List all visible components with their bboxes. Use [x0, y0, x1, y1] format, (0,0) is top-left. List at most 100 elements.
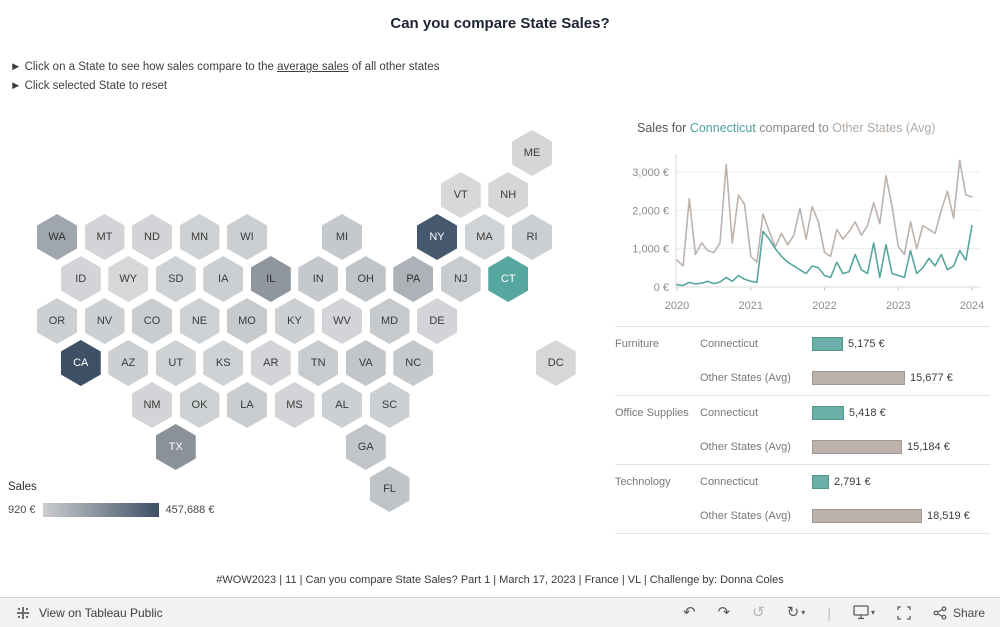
- state-hex-il[interactable]: IL: [250, 256, 291, 302]
- state-hex-in[interactable]: IN: [298, 256, 339, 302]
- value-bar[interactable]: [812, 406, 844, 420]
- state-hex-ks[interactable]: KS: [203, 340, 244, 386]
- state-hex-nv[interactable]: NV: [84, 298, 125, 344]
- refresh-button[interactable]: ↻ ▾: [787, 605, 806, 620]
- table-row: Other States (Avg) 15,184 €: [615, 430, 990, 464]
- state-hex-sc[interactable]: SC: [369, 382, 410, 428]
- hex-tile-map: ME VT NH WA MT ND MN WI MI NY MA RI ID WY SD IA IL IN OH PA…: [37, 130, 576, 512]
- monitor-icon: [853, 605, 869, 620]
- chart-title-prefix: Sales for: [637, 121, 690, 135]
- state-hex-ne[interactable]: NE: [179, 298, 220, 344]
- fullscreen-icon: [897, 605, 911, 620]
- page-title: Can you compare State Sales?: [390, 15, 610, 32]
- state-hex-va[interactable]: VA: [345, 340, 386, 386]
- series-label: Other States (Avg): [700, 510, 791, 522]
- value-bar[interactable]: [812, 337, 843, 351]
- state-hex-ca[interactable]: CA: [60, 340, 101, 386]
- view-on-tableau-button[interactable]: View on Tableau Public: [15, 605, 163, 621]
- series-label: Other States (Avg): [700, 372, 791, 384]
- value-bar[interactable]: [812, 509, 922, 523]
- series-label: Other States (Avg): [700, 441, 791, 453]
- fullscreen-button[interactable]: [897, 605, 911, 620]
- toolbar-separator: |: [827, 604, 831, 621]
- series-label: Connecticut: [700, 338, 759, 350]
- state-hex-nj[interactable]: NJ: [440, 256, 481, 302]
- state-hex-de[interactable]: DE: [417, 298, 457, 344]
- state-hex-wa[interactable]: WA: [37, 214, 77, 260]
- value-label: 2,791 €: [834, 476, 871, 488]
- state-hex-md[interactable]: MD: [369, 298, 410, 344]
- refresh-icon: ↻: [786, 604, 800, 621]
- state-hex-mt[interactable]: MT: [84, 214, 125, 260]
- state-hex-ms[interactable]: MS: [274, 382, 315, 428]
- state-hex-tx[interactable]: TX: [155, 424, 196, 470]
- value-label: 15,677 €: [910, 372, 953, 384]
- tableau-logo-icon: [17, 606, 29, 619]
- state-hex-fl[interactable]: FL: [369, 466, 410, 512]
- series-line-other-states: [676, 159, 973, 267]
- y-axis-label: 2,000 €: [632, 205, 669, 217]
- state-hex-pa[interactable]: PA: [393, 256, 434, 302]
- state-hex-la[interactable]: LA: [227, 382, 267, 428]
- state-hex-me[interactable]: ME: [512, 130, 552, 176]
- y-axis-label: 3,000 €: [632, 167, 669, 179]
- y-axis-label: 0 €: [654, 282, 669, 294]
- series-label: Connecticut: [700, 407, 759, 419]
- state-hex-nh[interactable]: NH: [488, 172, 529, 218]
- state-hex-oh[interactable]: OH: [345, 256, 386, 302]
- value-bar[interactable]: [812, 371, 905, 385]
- category-group: Furniture Connecticut 5,175 € Other States …: [615, 326, 990, 395]
- reset-icon[interactable]: ↺: [752, 604, 765, 621]
- state-hex-ia[interactable]: IA: [203, 256, 244, 302]
- x-axis-label: 2020: [665, 300, 689, 312]
- value-bar[interactable]: [812, 475, 829, 489]
- state-hex-wv[interactable]: WV: [322, 298, 362, 344]
- category-group: Technology Connecticut 2,791 € Other States…: [615, 464, 990, 534]
- toolbar-actions: ↶ ↷ ↺ ↻ ▾ | ▾: [683, 605, 985, 621]
- legend-min-label: 920 €: [8, 504, 36, 516]
- state-hex-or[interactable]: OR: [37, 298, 77, 344]
- state-hex-vt[interactable]: VT: [440, 172, 481, 218]
- state-hex-ri[interactable]: RI: [512, 214, 552, 260]
- footer-credit: #WOW2023 | 11 | Can you compare State Sa…: [216, 574, 784, 586]
- instruction-1-prefix: ► Click on a State to see how sales comp…: [10, 61, 278, 73]
- state-hex-co[interactable]: CO: [132, 298, 172, 344]
- state-hex-ma[interactable]: MA: [464, 214, 505, 260]
- state-hex-mn[interactable]: MN: [179, 214, 220, 260]
- state-hex-ut[interactable]: UT: [155, 340, 196, 386]
- state-hex-ky[interactable]: KY: [274, 298, 315, 344]
- state-hex-ga[interactable]: GA: [345, 424, 386, 470]
- state-hex-wi[interactable]: WI: [227, 214, 267, 260]
- category-label: Office Supplies: [615, 406, 689, 419]
- chart-title-middle: compared to: [755, 121, 833, 135]
- state-hex-nd[interactable]: ND: [132, 214, 172, 260]
- state-hex-id[interactable]: ID: [60, 256, 101, 302]
- redo-icon[interactable]: ↷: [717, 604, 731, 621]
- series-line-connecticut: [676, 224, 973, 287]
- state-hex-dc[interactable]: DC: [535, 340, 576, 386]
- state-hex-mo[interactable]: MO: [227, 298, 267, 344]
- table-row: Furniture Connecticut 5,175 €: [615, 327, 990, 361]
- state-hex-tn[interactable]: TN: [298, 340, 339, 386]
- state-hex-az[interactable]: AZ: [108, 340, 149, 386]
- display-options-button[interactable]: ▾: [853, 605, 875, 620]
- bottom-toolbar: View on Tableau Public ↶ ↷ ↺ ↻ ▾ | ▾: [0, 597, 1000, 627]
- state-hex-mi[interactable]: MI: [322, 214, 362, 260]
- value-bar[interactable]: [812, 440, 902, 454]
- state-hex-ar[interactable]: AR: [250, 340, 291, 386]
- state-hex-wy[interactable]: WY: [108, 256, 149, 302]
- chart-title: Sales for Connecticut compared to Other …: [637, 121, 936, 135]
- x-axis-label: 2022: [812, 300, 836, 312]
- state-hex-nc[interactable]: NC: [393, 340, 434, 386]
- state-hex-ok[interactable]: OK: [179, 382, 220, 428]
- chart-title-other: Other States (Avg): [832, 121, 936, 135]
- value-label: 5,175 €: [848, 338, 885, 350]
- undo-icon[interactable]: ↶: [682, 604, 696, 621]
- state-hex-al[interactable]: AL: [322, 382, 362, 428]
- state-hex-sd[interactable]: SD: [155, 256, 196, 302]
- state-hex-ct[interactable]: CT: [488, 256, 529, 302]
- state-hex-ny[interactable]: NY: [417, 214, 457, 260]
- state-hex-nm[interactable]: NM: [132, 382, 172, 428]
- share-button[interactable]: Share: [933, 606, 985, 620]
- x-axis-label: 2021: [739, 300, 763, 312]
